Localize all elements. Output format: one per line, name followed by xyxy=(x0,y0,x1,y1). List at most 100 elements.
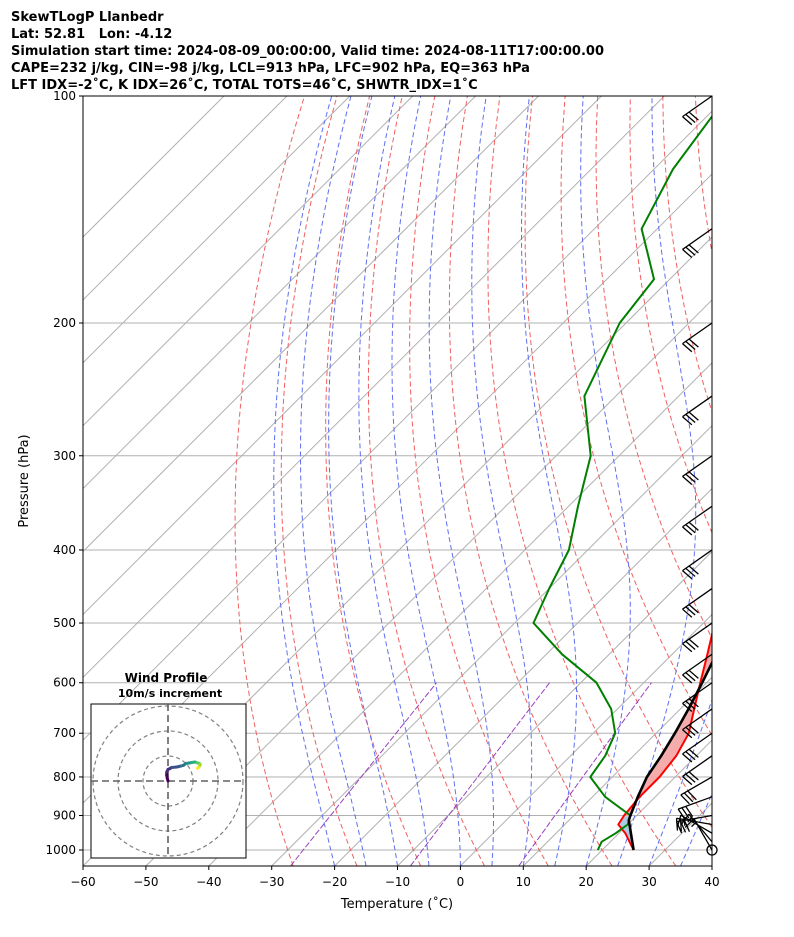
isotherm xyxy=(83,96,602,616)
moist-adiabat xyxy=(328,96,398,866)
x-tick-label: 40 xyxy=(704,875,719,889)
inset-title: Wind Profile xyxy=(125,671,208,685)
shading-upper xyxy=(739,96,794,518)
hodograph-segment xyxy=(196,766,200,770)
dry-adiabat xyxy=(487,96,677,866)
isotherm xyxy=(83,96,288,301)
moist-adiabat xyxy=(521,96,577,866)
wind-barb xyxy=(682,505,713,536)
wind-barb xyxy=(682,95,713,126)
y-tick-label: 300 xyxy=(53,449,76,463)
moist-adiabat xyxy=(711,864,712,866)
dry-adiabat xyxy=(761,96,794,866)
isotherm xyxy=(397,550,712,866)
wind-barb xyxy=(675,814,713,834)
isotherm xyxy=(83,96,539,553)
isotherm xyxy=(83,96,476,490)
y-tick-label: 800 xyxy=(53,770,76,784)
dry-adiabat xyxy=(595,96,712,640)
dry-adiabat xyxy=(367,96,485,866)
dry-adiabat xyxy=(524,96,712,829)
mixing-ratio-line xyxy=(290,682,437,866)
chart-header: SkewTLogP Llanbedr Lat: 52.81 Lon: -4.12… xyxy=(11,9,604,94)
moist-adiabat xyxy=(300,96,367,866)
x-tick-label: 20 xyxy=(579,875,594,889)
axes: −60 −50 −40 −30 −20 −10 0 10 20 30 40 100 200 300 400 5… xyxy=(45,89,719,889)
dewpoint-line xyxy=(532,114,712,851)
isotherm xyxy=(83,96,665,679)
dry-adiabat xyxy=(409,96,549,866)
isotherm xyxy=(145,299,712,866)
wind-profile-inset: Wind Profile 10m/s increment xyxy=(90,671,247,859)
mixing-ratio-line xyxy=(409,682,550,866)
isotherm xyxy=(711,865,712,866)
moist-adiabat xyxy=(617,96,697,866)
moist-adiabat xyxy=(428,96,494,866)
x-tick-label: −20 xyxy=(322,875,347,889)
isotherm xyxy=(334,487,712,866)
wind-barb xyxy=(682,322,713,353)
moist-adiabat xyxy=(391,96,461,866)
moist-adiabat xyxy=(648,698,712,866)
isotherm xyxy=(83,110,712,741)
index-line: LFT IDX=-2˚C, K IDX=26˚C, TOTAL TOTS=46˚… xyxy=(11,78,478,93)
y-tick-label: 400 xyxy=(53,543,76,557)
wind-barb xyxy=(682,549,713,580)
dry-adiabat xyxy=(560,96,712,737)
chart-title: SkewTLogP Llanbedr xyxy=(11,10,164,25)
y-tick-label: 1000 xyxy=(45,843,76,857)
moist-adiabat xyxy=(358,96,430,866)
moist-adiabat xyxy=(471,96,533,866)
isotherm xyxy=(83,96,225,238)
inset-subtitle: 10m/s increment xyxy=(118,687,222,700)
moist-adiabat xyxy=(273,96,336,866)
isotherm xyxy=(522,676,712,866)
isotherm xyxy=(83,96,351,364)
dry-adiabat xyxy=(325,96,422,866)
parcel-line xyxy=(627,659,712,851)
y-tick-label: 500 xyxy=(53,616,76,630)
x-axis-label: Temperature (˚C) xyxy=(340,896,453,912)
wind-barb xyxy=(682,682,713,712)
wind-barb xyxy=(677,796,713,820)
isotherm xyxy=(460,613,712,866)
wind-barb xyxy=(682,395,713,426)
x-tick-label: −40 xyxy=(196,875,221,889)
y-tick-label: 200 xyxy=(53,316,76,330)
dry-adiabat xyxy=(280,96,358,866)
y-tick-label: 100 xyxy=(53,89,76,103)
isotherm xyxy=(208,362,712,866)
isotherm xyxy=(271,424,712,866)
y-axis-label: Pressure (hPa) xyxy=(17,434,32,527)
temperature-line xyxy=(617,630,712,851)
isotherm xyxy=(83,96,414,427)
x-tick-label: −30 xyxy=(259,875,284,889)
x-tick-label: −10 xyxy=(385,875,410,889)
moist-adiabat xyxy=(580,96,631,866)
dry-adiabat xyxy=(234,96,305,866)
dry-adiabat xyxy=(694,96,712,256)
wind-barb xyxy=(682,708,713,739)
wind-barb xyxy=(680,776,713,805)
x-tick-label: −60 xyxy=(70,875,95,889)
cape-line: CAPE=232 j/kg, CIN=-98 j/kg, LCL=913 hPa… xyxy=(11,61,530,76)
wind-barb xyxy=(682,755,713,786)
x-tick-label: 0 xyxy=(457,875,465,889)
time-line: Simulation start time: 2024-08-09_00:00:… xyxy=(11,44,604,59)
wind-barb xyxy=(682,732,713,763)
dry-adiabat xyxy=(448,96,613,866)
x-tick-label: −50 xyxy=(133,875,158,889)
wind-barbs xyxy=(675,95,718,856)
mixing-ratio-line xyxy=(518,682,652,866)
moist-adiabat xyxy=(680,792,712,866)
wind-barb xyxy=(682,653,713,684)
dry-adiabat xyxy=(728,96,794,866)
wind-barb xyxy=(682,622,713,653)
x-tick-label: 10 xyxy=(516,875,531,889)
wind-barb xyxy=(682,588,713,618)
wind-barb xyxy=(682,228,713,259)
location-line: Lat: 52.81 Lon: -4.12 xyxy=(11,27,173,42)
y-tick-label: 700 xyxy=(53,726,76,740)
dry-adiabat xyxy=(662,96,712,414)
